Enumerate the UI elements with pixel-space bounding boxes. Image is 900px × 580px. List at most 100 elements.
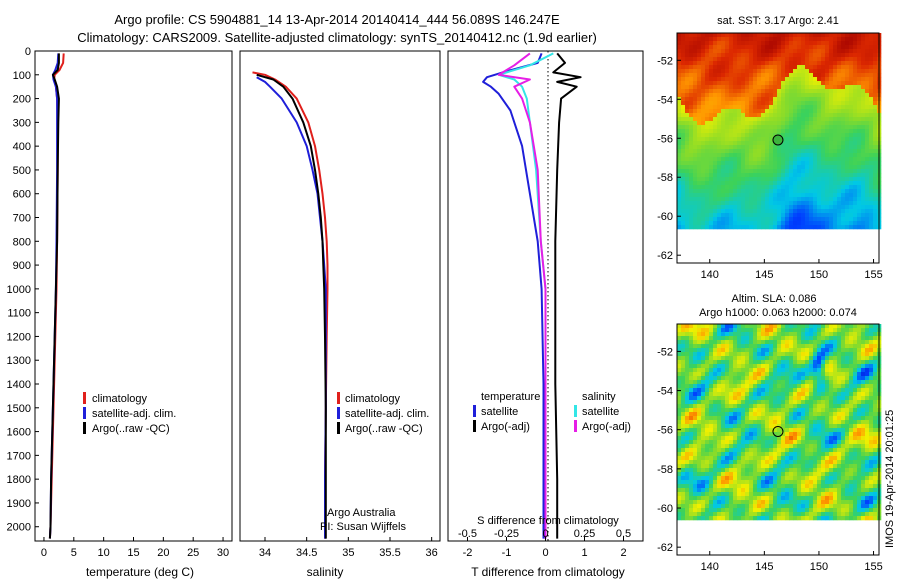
sla-cell (853, 480, 858, 485)
sla-cell (793, 496, 798, 501)
sla-cell (757, 364, 762, 369)
sst-cell (697, 217, 702, 222)
sla-cell (817, 328, 822, 333)
sst-cell (721, 197, 726, 202)
sst-cell (697, 157, 702, 162)
sst-cell (729, 185, 734, 190)
sla-cell (797, 368, 802, 373)
sst-cell (741, 89, 746, 94)
sst-cell (725, 45, 730, 50)
sla-cell (773, 388, 778, 393)
sla-cell (697, 460, 702, 465)
sst-cell (833, 33, 838, 38)
sst-cell (677, 57, 682, 62)
sla-cell (837, 328, 842, 333)
sst-cell (861, 129, 866, 134)
sst-cell (681, 77, 686, 82)
sla-cell (677, 416, 682, 421)
sla-cell (821, 464, 826, 469)
sst-cell (729, 173, 734, 178)
sla-cell (793, 412, 798, 417)
sla-cell (713, 336, 718, 341)
sla-cell (825, 432, 830, 437)
sst-cell (829, 145, 834, 150)
sla-cell (781, 368, 786, 373)
sla-cell (701, 364, 706, 369)
sla-cell (689, 336, 694, 341)
sla-cell (757, 432, 762, 437)
sst-cell (781, 41, 786, 46)
sla-cell (709, 344, 714, 349)
sla-cell (861, 352, 866, 357)
sst-cell (809, 65, 814, 70)
sst-cell (781, 153, 786, 158)
sla-cell (697, 436, 702, 441)
sla-cell (769, 372, 774, 377)
sst-cell (801, 213, 806, 218)
sst-cell (805, 77, 810, 82)
sst-cell (821, 173, 826, 178)
sla-cell (789, 368, 794, 373)
sla-cell (797, 324, 802, 329)
sst-cell (725, 225, 730, 230)
sla-cell (873, 388, 878, 393)
sla-cell (805, 364, 810, 369)
sst-cell (805, 145, 810, 150)
sst-cell (849, 61, 854, 66)
sla-cell (689, 496, 694, 501)
sst-cell (721, 177, 726, 182)
sla-cell (685, 496, 690, 501)
sst-cell (785, 173, 790, 178)
sst-cell (821, 85, 826, 90)
sst-cell (837, 53, 842, 58)
sla-cell (809, 500, 814, 505)
sla-cell (797, 388, 802, 393)
sst-cell (773, 161, 778, 166)
sla-cell (725, 376, 730, 381)
sst-cell (693, 197, 698, 202)
sla-cell (733, 420, 738, 425)
sla-cell (789, 376, 794, 381)
sst-cell (737, 69, 742, 74)
sla-cell (709, 368, 714, 373)
sla-cell (781, 488, 786, 493)
sst-cell (701, 117, 706, 122)
sla-cell (845, 380, 850, 385)
sst-cell (701, 109, 706, 114)
sst-cell (677, 173, 682, 178)
sla-cell (853, 424, 858, 429)
sst-cell (833, 157, 838, 162)
sst-cell (737, 97, 742, 102)
sla-cell (725, 408, 730, 413)
sla-cell (873, 436, 878, 441)
sst-cell (857, 161, 862, 166)
sst-cell (685, 185, 690, 190)
sst-cell (797, 193, 802, 198)
sla-cell (685, 396, 690, 401)
sst-cell (841, 65, 846, 70)
sst-cell (793, 41, 798, 46)
sla-cell (781, 356, 786, 361)
sla-cell (781, 372, 786, 377)
sst-cell (793, 181, 798, 186)
sla-cell (749, 488, 754, 493)
sla-cell (853, 408, 858, 413)
sla-cell (849, 420, 854, 425)
sla-cell (725, 492, 730, 497)
sla-cell (805, 432, 810, 437)
sst-cell (745, 177, 750, 182)
sst-cell (677, 113, 682, 118)
sla-cell (761, 448, 766, 453)
sst-cell (713, 169, 718, 174)
sla-map-panel: Altim. SLA: 0.086 Argo h1000: 0.063 h200… (657, 293, 883, 573)
sst-cell (853, 57, 858, 62)
sla-cell (837, 468, 842, 473)
sst-cell (813, 217, 818, 222)
sst-cell (821, 93, 826, 98)
sst-cell (729, 129, 734, 134)
sla-cell (713, 500, 718, 505)
sst-cell (737, 105, 742, 110)
sla-cell (781, 408, 786, 413)
sla-cell (745, 332, 750, 337)
sst-cell (809, 121, 814, 126)
